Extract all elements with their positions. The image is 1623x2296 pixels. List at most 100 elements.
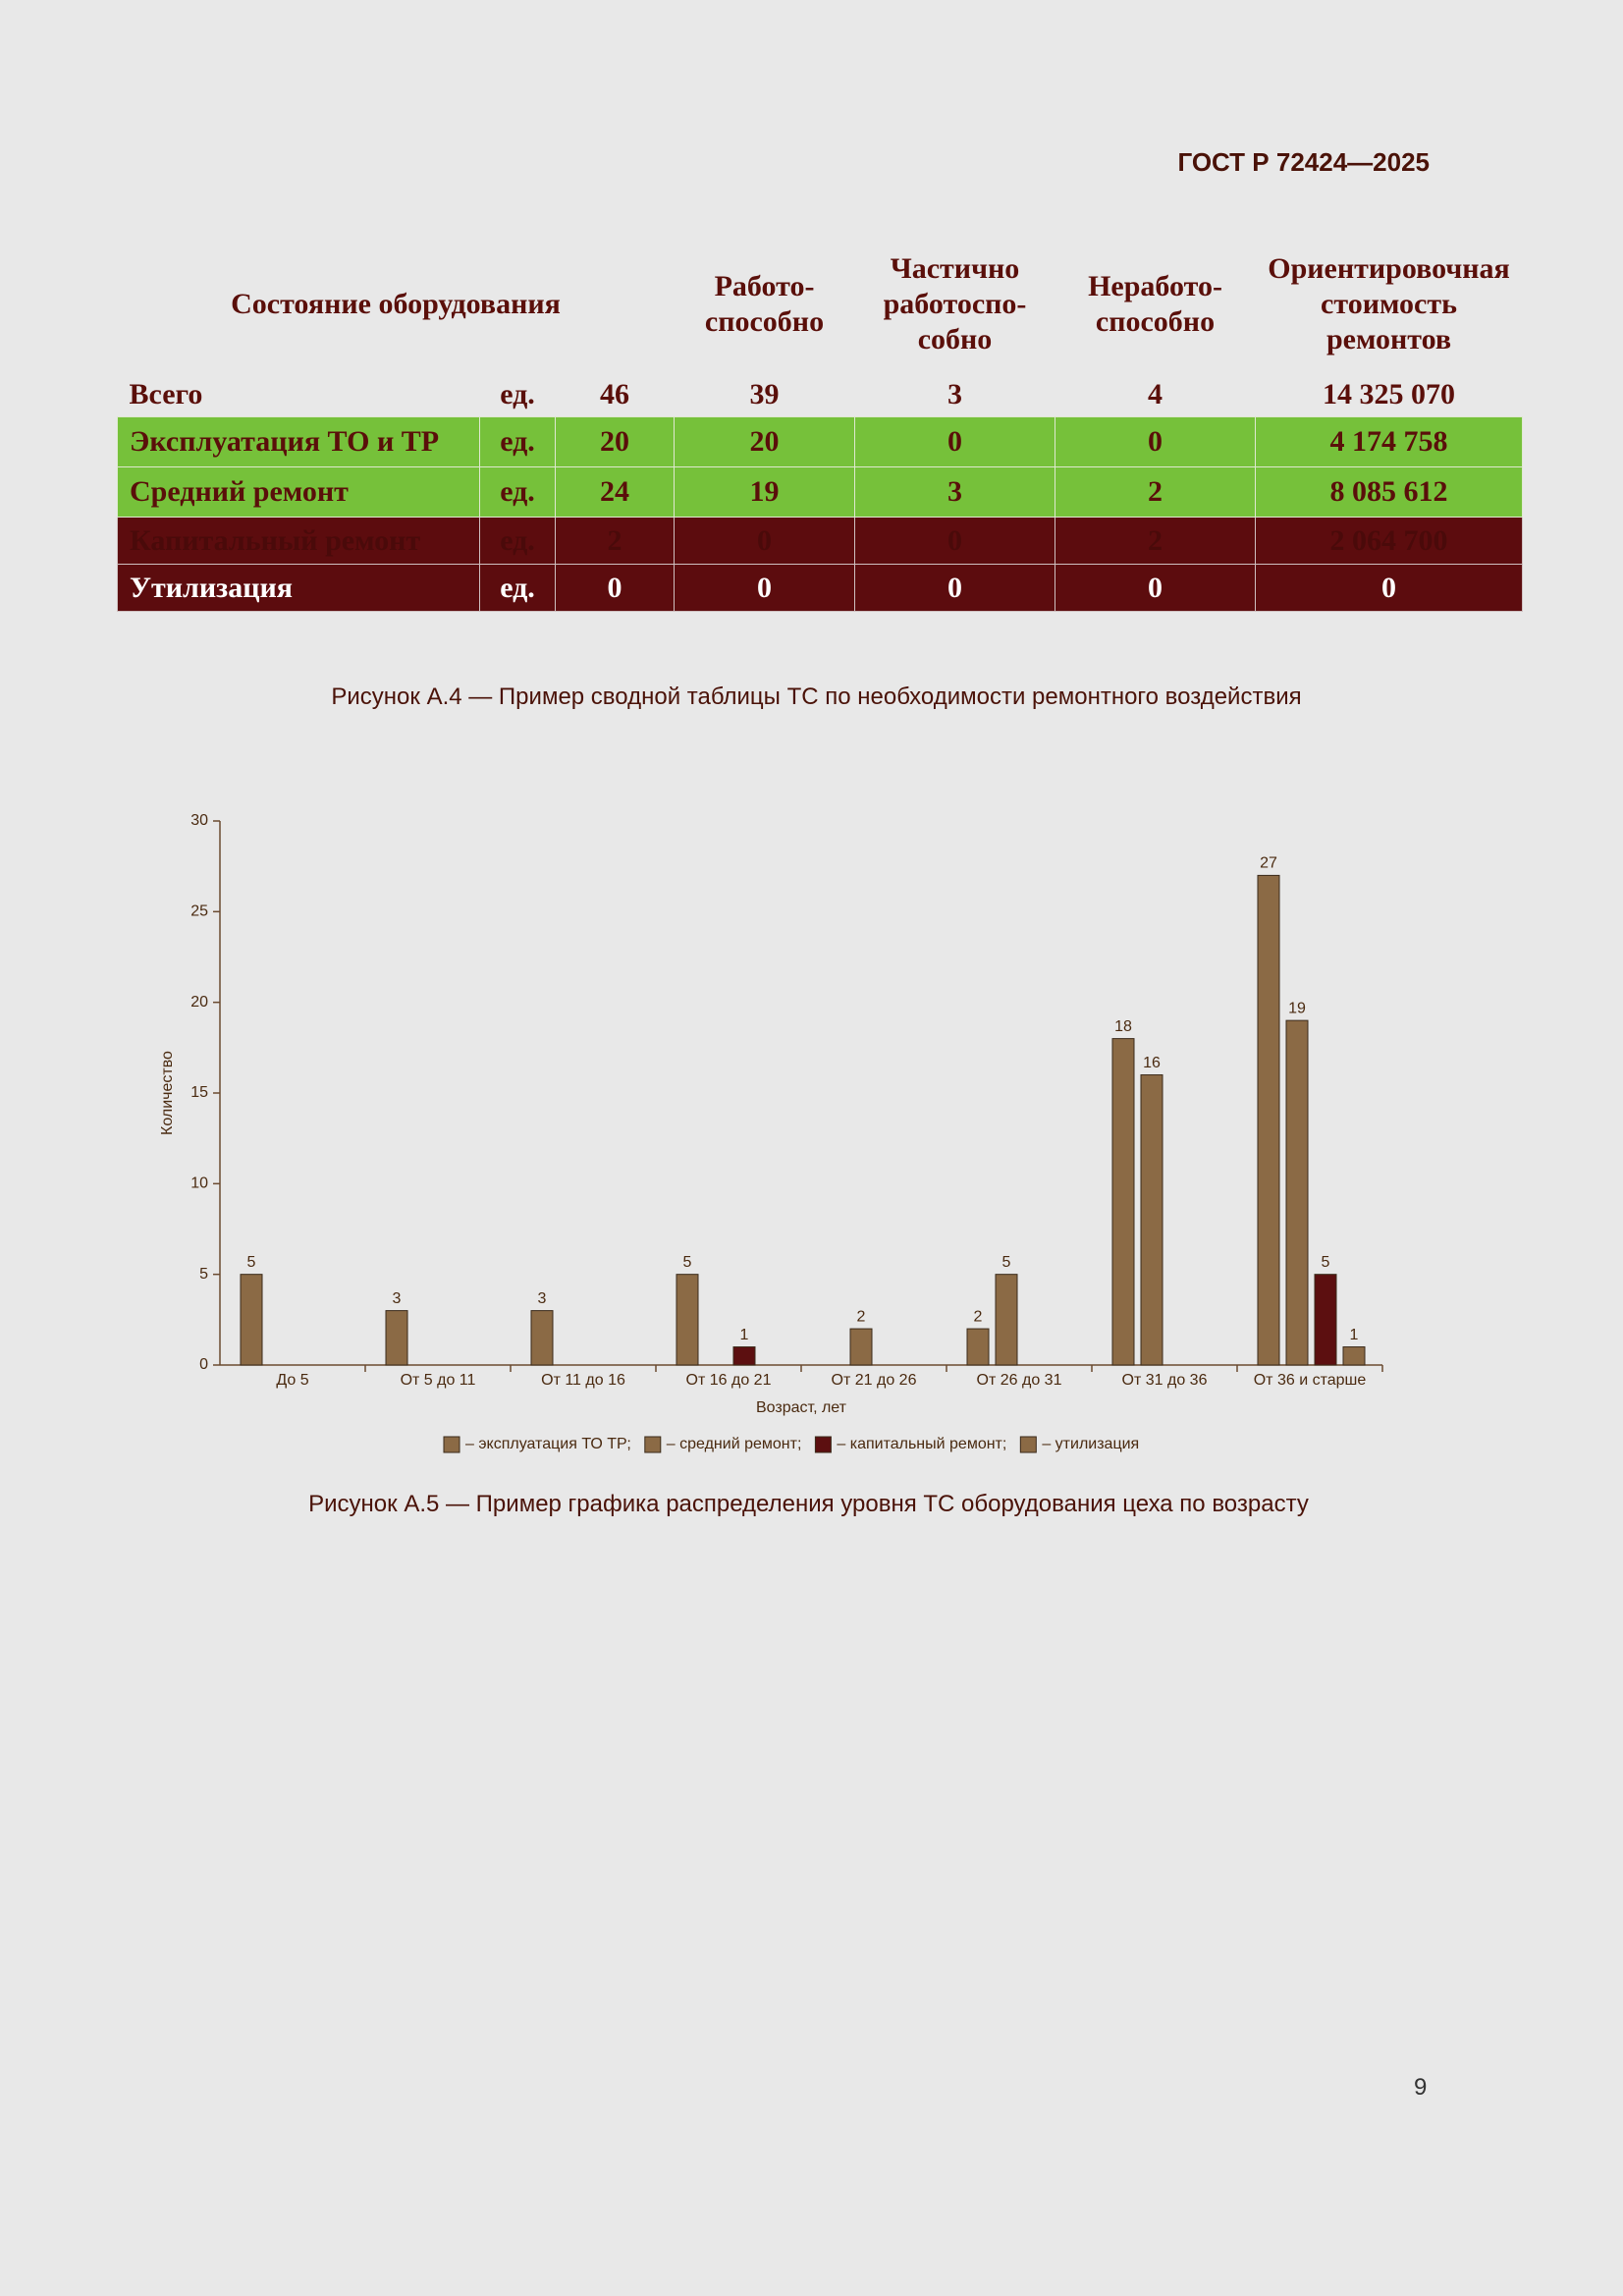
bar [966,1328,990,1366]
table-cell: 3 [947,378,962,410]
header-line: способно [704,305,825,338]
data-label: 18 [1114,1018,1132,1035]
page-number: 9 [1414,2074,1428,2101]
bar [240,1274,263,1366]
table-cell: ед. [479,564,556,612]
y-tick-label: 10 [190,1175,208,1192]
header-line: Неработо- [1088,270,1222,302]
table-cell: 4 174 758 [1255,416,1523,467]
data-label: 2 [857,1308,866,1325]
legend-label: – капитальный ремонт; [837,1436,1006,1452]
y-tick-label: 5 [199,1266,208,1283]
table-cell: ед. [479,517,556,565]
y-tick-label: 15 [190,1084,208,1101]
header-line: ремонтов [1325,323,1452,355]
column-header: Частично работоспо-собно [855,236,1055,373]
header-row: Состояние оборудования Работо-способно Час… [118,236,1523,373]
table-cell: 0 [674,517,855,565]
table-row: Эксплуатация ТО и ТР ед. 20 20 0 0 4 174 758 [117,416,1523,467]
table-cell: 8 085 612 [1255,466,1523,518]
header-line: работоспо- [883,288,1027,320]
header-line: способно [1095,305,1216,338]
x-tick-label: От 26 до 31 [977,1372,1062,1389]
header-line: собно [917,323,993,355]
table-cell: 0 [1255,564,1523,612]
table-cell: Утилизация [117,564,480,612]
table-cell: ед. [500,378,535,410]
y-tick-label: 25 [190,903,208,920]
table-cell: 20 [674,416,855,467]
table-cell: 0 [854,517,1055,565]
table-cell: 0 [1055,416,1256,467]
legend-swatch [814,1436,832,1453]
header-line: стоимость [1321,288,1457,320]
figure-caption: Рисунок А.5 — Пример графика распределен… [308,1491,1309,1517]
bar [1342,1346,1366,1366]
table-cell: 0 [1055,564,1256,612]
table-cell: 2 [555,517,675,565]
data-label: 3 [538,1290,547,1307]
table-cell: 4 [1148,378,1163,410]
x-axis-title: Возраст, лет [756,1399,847,1416]
bar [1140,1074,1163,1366]
data-label: 27 [1260,855,1277,872]
bar [676,1274,699,1366]
x-tick-label: От 36 и старше [1254,1372,1367,1389]
bar [732,1346,756,1366]
x-tick-label: От 31 до 36 [1122,1372,1208,1389]
table-cell: 19 [674,466,855,518]
x-tick-label: От 11 до 16 [541,1372,625,1389]
table-cell: 39 [749,378,780,410]
table-cell: 0 [854,564,1055,612]
bar [995,1274,1018,1366]
legend-label: – утилизация [1042,1436,1139,1452]
table-cell: 14 325 070 [1323,378,1455,410]
bar [1285,1019,1309,1366]
bar [849,1328,873,1366]
header-line: Работо- [714,270,815,302]
column-header: Неработо-способно [1055,236,1256,373]
y-axis-title: Количество [159,1051,176,1135]
summary-table: Состояние оборудования Работо-способно Час… [117,236,1523,612]
legend-label: – эксплуатация ТО ТР; [465,1436,631,1452]
header-line: Ориентировочная [1268,252,1510,285]
x-tick-label: От 5 до 11 [401,1372,476,1389]
table-cell: Средний ремонт [117,466,480,518]
y-tick-label: 20 [190,994,208,1011]
x-tick-label: От 16 до 21 [686,1372,772,1389]
figure-caption: Рисунок А.4 — Пример сводной таблицы ТС … [331,683,1302,710]
data-label: 19 [1288,1000,1306,1016]
data-label: 5 [1322,1254,1330,1271]
legend-swatch [443,1436,460,1453]
header-line: Частично [890,252,1020,285]
data-label: 1 [740,1327,749,1343]
column-header: Состояние оборудования [231,288,561,320]
table-cell: ед. [479,416,556,467]
column-header: Ориентировочная стоимость ремонтов [1256,236,1523,373]
table-cell: 2 [1055,517,1256,565]
table-cell: 46 [600,378,629,410]
doc-header: ГОСТ Р 72424—2025 [1177,147,1430,177]
legend-swatch [1019,1436,1037,1453]
table-row: Всего ед. 46 39 3 4 14 325 070 [118,373,1523,417]
column-header: Работо-способно [675,236,855,373]
bar [530,1310,554,1366]
table-cell: 0 [555,564,675,612]
table-cell: 20 [555,416,675,467]
data-label: 1 [1350,1327,1359,1343]
y-tick-label: 0 [199,1356,208,1373]
data-label: 3 [393,1290,402,1307]
legend-swatch [644,1436,662,1453]
legend-label: – средний ремонт; [667,1436,802,1452]
data-label: 5 [1002,1254,1011,1271]
y-tick-label: 30 [190,812,208,829]
bar [385,1310,408,1366]
bar [1257,874,1280,1366]
x-tick-label: До 5 [276,1372,308,1389]
table-cell: 0 [674,564,855,612]
data-label: 5 [247,1254,256,1271]
data-label: 16 [1143,1055,1161,1071]
bar [1314,1274,1337,1366]
